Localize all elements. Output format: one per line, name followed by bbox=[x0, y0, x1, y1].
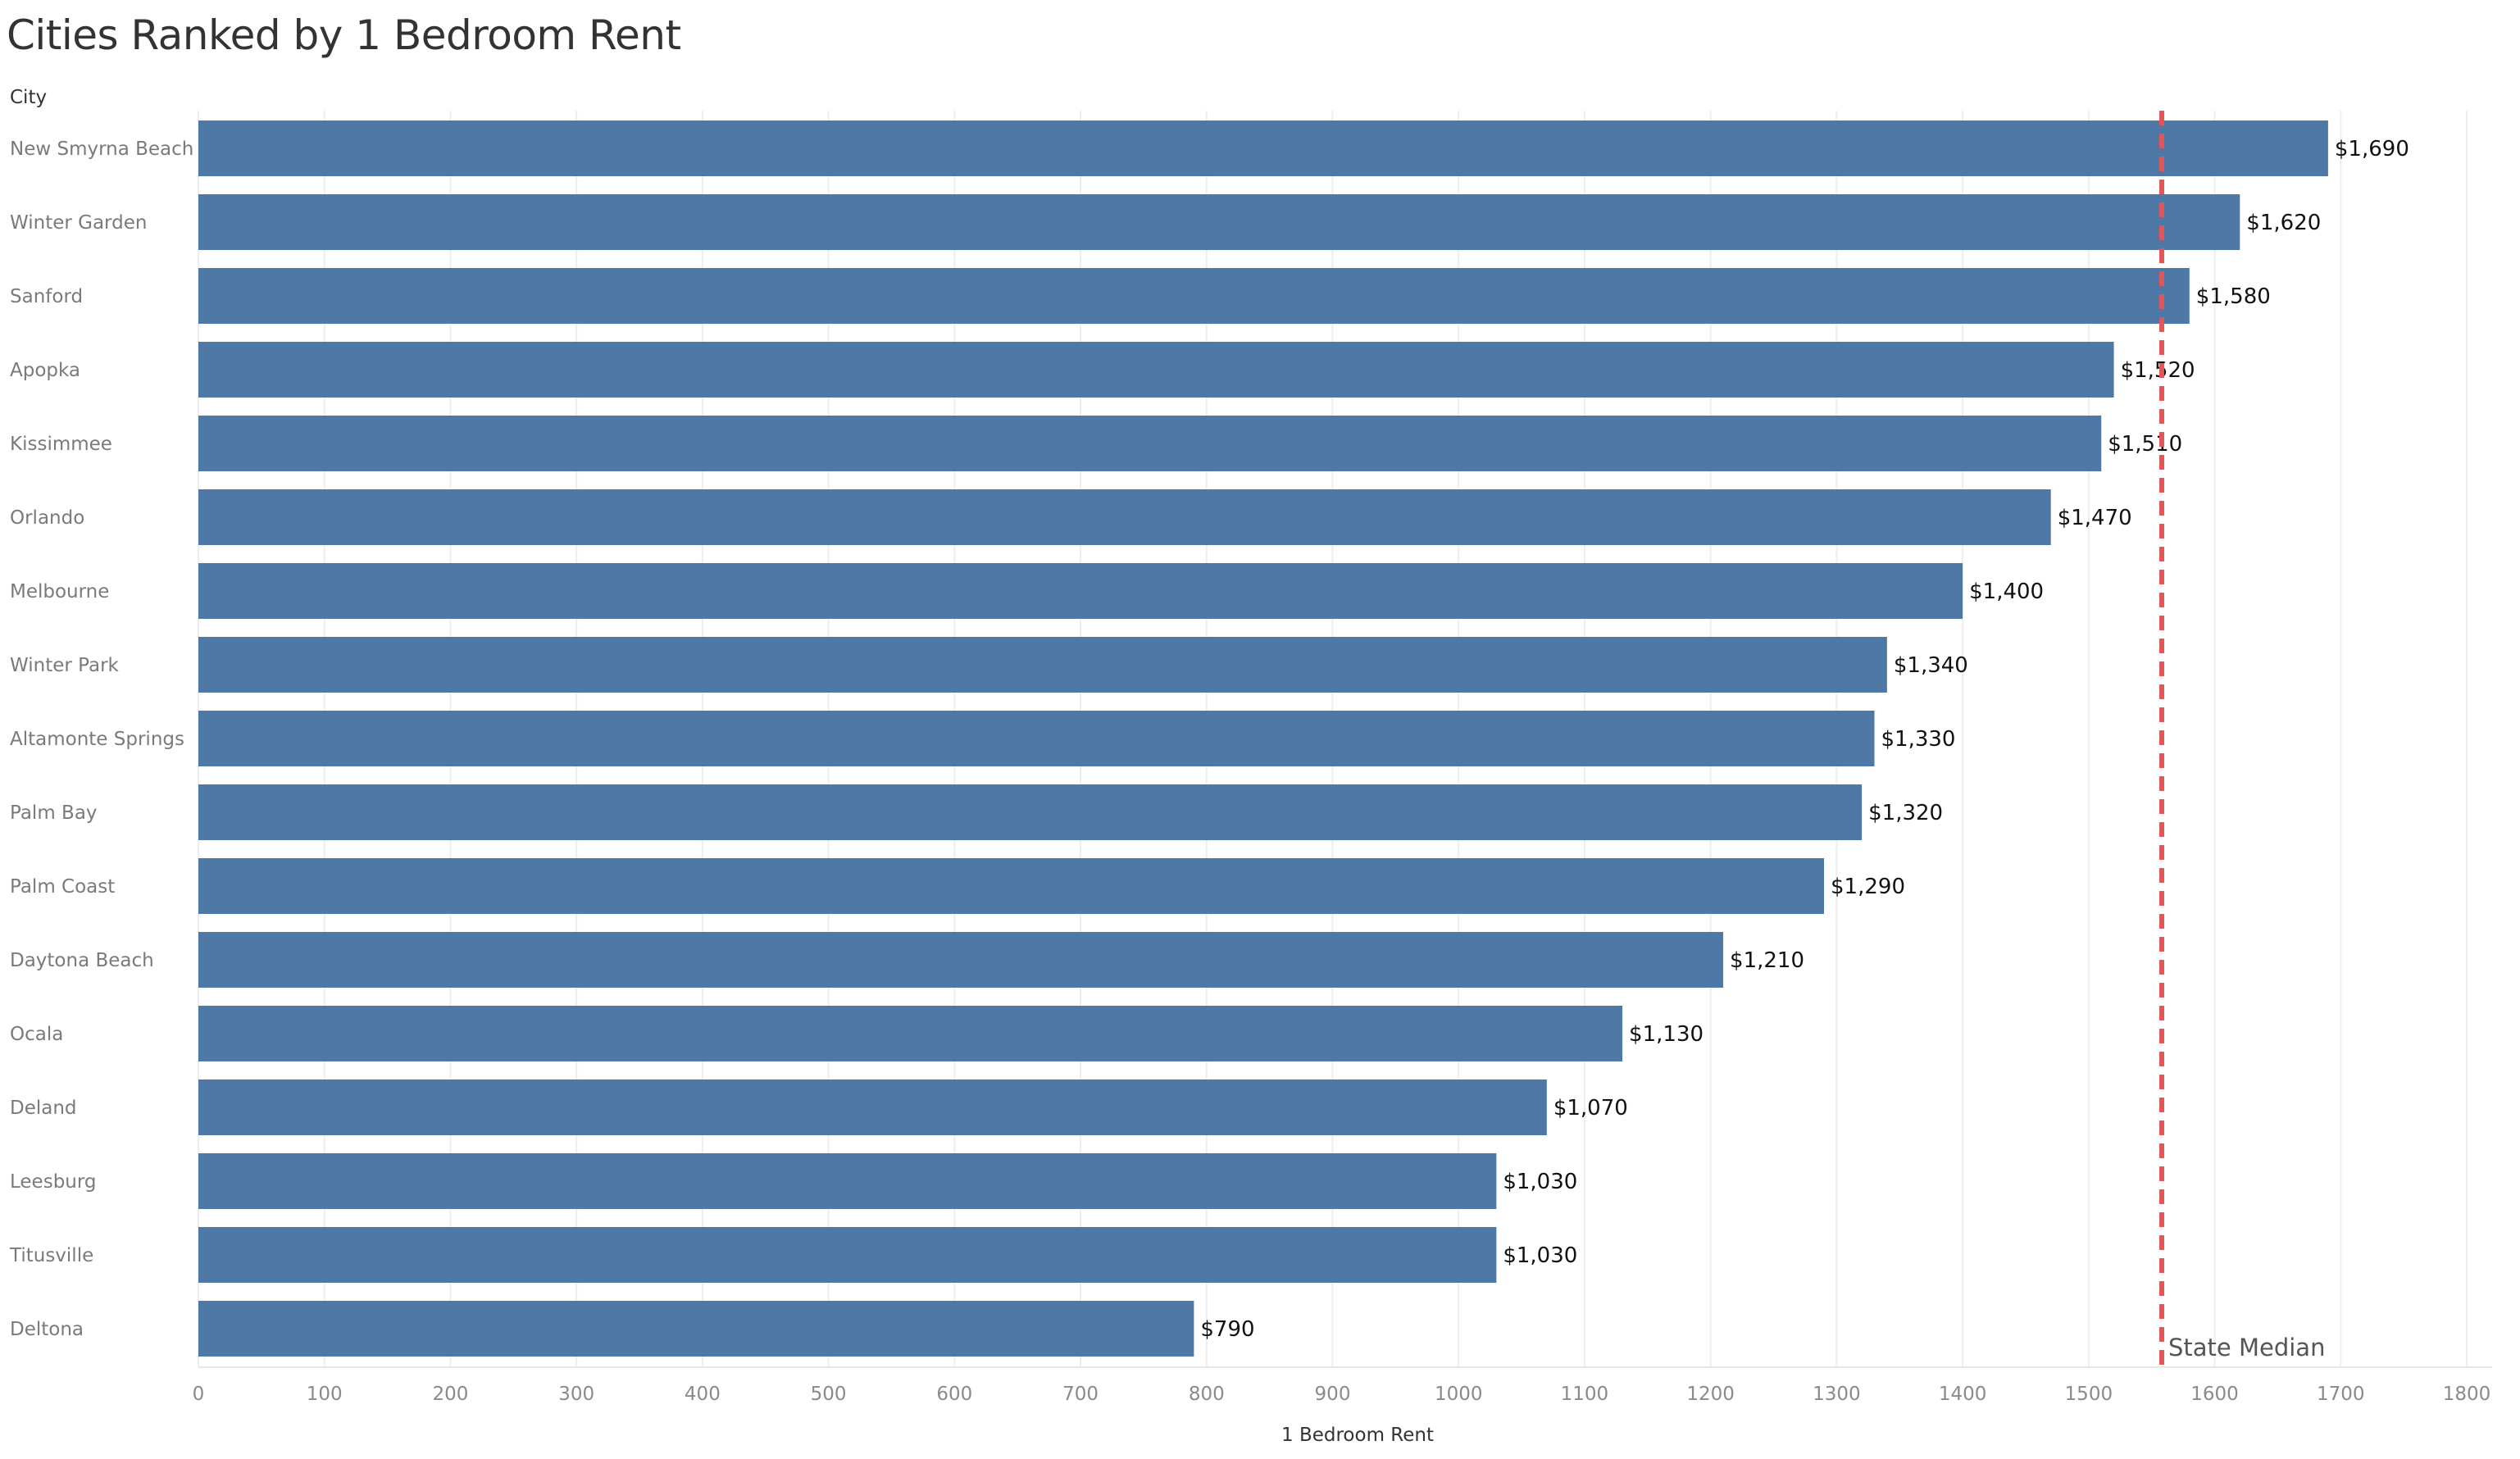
bar[interactable] bbox=[198, 416, 2102, 471]
x-tick-label: 900 bbox=[1315, 1384, 1351, 1405]
value-label: $1,690 bbox=[2335, 137, 2409, 161]
value-label: $1,470 bbox=[2058, 506, 2132, 530]
bars bbox=[198, 120, 2328, 1357]
value-label: $1,400 bbox=[1969, 580, 2044, 604]
value-label: $1,520 bbox=[2121, 358, 2195, 383]
bar[interactable] bbox=[198, 342, 2114, 398]
x-tick-label: 600 bbox=[936, 1384, 972, 1405]
x-tick-label: 400 bbox=[685, 1384, 721, 1405]
bar[interactable] bbox=[198, 194, 2240, 250]
bar[interactable] bbox=[198, 268, 2190, 324]
x-tick-label: 300 bbox=[558, 1384, 594, 1405]
category-label: Sanford bbox=[10, 286, 83, 307]
x-tick-label: 200 bbox=[432, 1384, 468, 1405]
value-label: $1,330 bbox=[1881, 727, 1956, 752]
bar[interactable] bbox=[198, 1079, 1547, 1135]
category-label: Kissimmee bbox=[10, 434, 112, 455]
bar[interactable] bbox=[198, 637, 1887, 693]
labels: New Smyrna Beach $1,690 Winter Garden $1,62… bbox=[9, 137, 2409, 1342]
bar[interactable] bbox=[198, 1006, 1623, 1061]
x-axis: 0 100 200 300 400 500 600 700 800 900 1000 1100 1200… bbox=[193, 1366, 2492, 1446]
bar[interactable] bbox=[198, 563, 1963, 619]
x-tick-label: 1100 bbox=[1561, 1384, 1609, 1405]
category-label: Deltona bbox=[10, 1319, 84, 1340]
chart-title: Cities Ranked by 1 Bedroom Rent bbox=[7, 11, 681, 59]
value-label: $1,510 bbox=[2108, 432, 2182, 457]
category-label: New Smyrna Beach bbox=[10, 139, 193, 160]
category-label: Titusville bbox=[9, 1245, 93, 1266]
bar[interactable] bbox=[198, 120, 2328, 176]
bar[interactable] bbox=[198, 1227, 1497, 1283]
x-tick-label: 1200 bbox=[1686, 1384, 1735, 1405]
x-tick-label: 1300 bbox=[1813, 1384, 1861, 1405]
x-tick-label: 1400 bbox=[1939, 1384, 1987, 1405]
bar[interactable] bbox=[198, 932, 1724, 988]
value-label: $1,070 bbox=[1553, 1096, 1628, 1120]
category-label: Palm Coast bbox=[10, 876, 115, 898]
category-label: Melbourne bbox=[10, 581, 109, 602]
value-label: $1,030 bbox=[1503, 1170, 1577, 1194]
category-label: Winter Park bbox=[10, 655, 120, 676]
bar[interactable] bbox=[198, 1301, 1194, 1357]
value-label: $1,320 bbox=[1868, 801, 1943, 825]
bar[interactable] bbox=[198, 1153, 1497, 1209]
x-tick-label: 1600 bbox=[2190, 1384, 2239, 1405]
value-label: $1,290 bbox=[1831, 875, 1905, 899]
category-label: Palm Bay bbox=[10, 802, 98, 824]
x-tick-label: 0 bbox=[193, 1384, 205, 1405]
bar[interactable] bbox=[198, 784, 1863, 840]
x-tick-label: 1000 bbox=[1435, 1384, 1483, 1405]
value-label: $1,340 bbox=[1894, 653, 1968, 678]
reference-line-label: State Median bbox=[2168, 1334, 2325, 1361]
category-label: Daytona Beach bbox=[10, 950, 154, 971]
value-label: $1,620 bbox=[2246, 211, 2321, 235]
value-label: $790 bbox=[1200, 1317, 1254, 1342]
bar[interactable] bbox=[198, 489, 2051, 545]
value-label: $1,210 bbox=[1730, 948, 1804, 973]
x-tick-label: 700 bbox=[1062, 1384, 1099, 1405]
reference-line-group: State Median bbox=[2158, 111, 2325, 1367]
category-label: Deland bbox=[10, 1098, 77, 1119]
x-tick-label: 800 bbox=[1189, 1384, 1225, 1405]
x-tick-label: 1500 bbox=[2065, 1384, 2113, 1405]
category-label: Orlando bbox=[10, 507, 84, 529]
x-tick-label: 100 bbox=[307, 1384, 343, 1405]
x-tick-label: 500 bbox=[811, 1384, 847, 1405]
value-label: $1,580 bbox=[2196, 284, 2271, 309]
category-header: City bbox=[10, 87, 48, 108]
bar[interactable] bbox=[198, 711, 1875, 766]
x-tick-label: 1800 bbox=[2443, 1384, 2491, 1405]
value-label: $1,130 bbox=[1629, 1022, 1704, 1047]
category-label: Ocala bbox=[10, 1024, 63, 1045]
category-label: Winter Garden bbox=[10, 212, 147, 234]
category-label: Apopka bbox=[10, 360, 80, 381]
x-axis-title: 1 Bedroom Rent bbox=[1281, 1425, 1434, 1446]
bar[interactable] bbox=[198, 858, 1825, 914]
category-label: Altamonte Springs bbox=[10, 729, 184, 750]
category-label: Leesburg bbox=[10, 1171, 97, 1193]
x-tick-label: 1700 bbox=[2317, 1384, 2365, 1405]
value-label: $1,030 bbox=[1503, 1243, 1577, 1268]
